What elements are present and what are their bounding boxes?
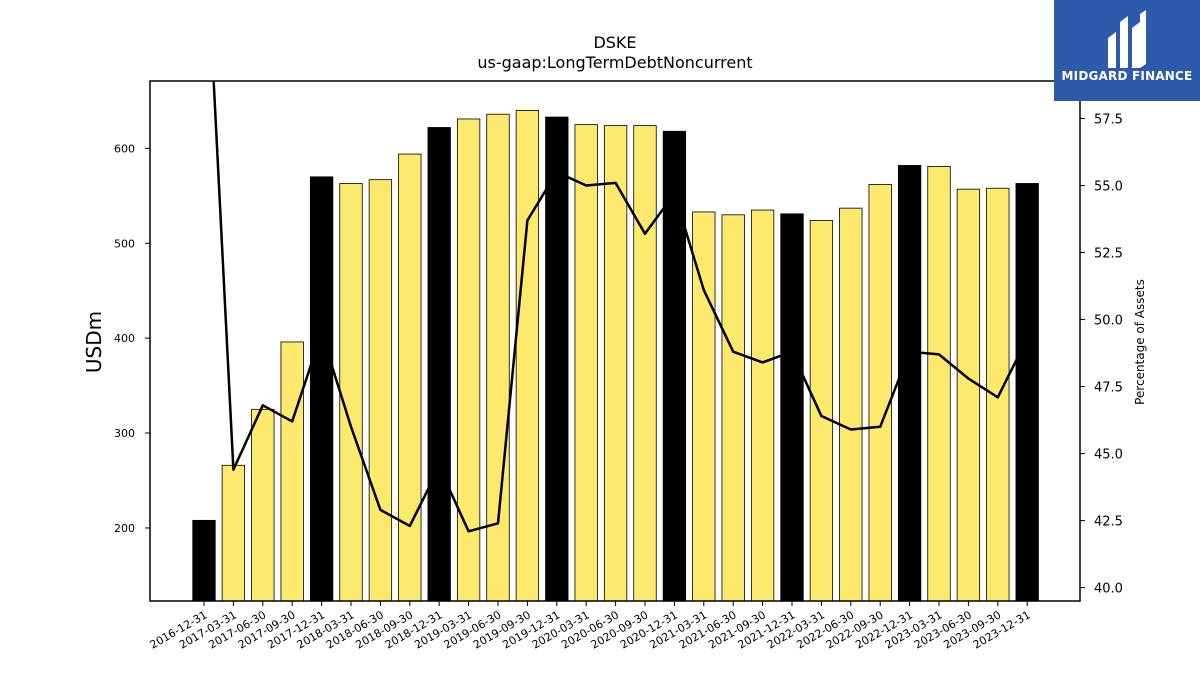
- bar: [927, 165, 951, 602]
- bar: [839, 207, 863, 602]
- bar: [309, 176, 334, 602]
- plot-frame: [149, 80, 1081, 602]
- bar: [545, 116, 569, 602]
- bar: [897, 165, 922, 602]
- y2-tick-label: 42.5: [1094, 515, 1123, 530]
- series-line: [212, 81, 1029, 533]
- logo-text: MIDGARD FINANCE: [1061, 69, 1193, 83]
- bar: [280, 341, 304, 602]
- line-series: [212, 81, 1029, 533]
- bar: [486, 113, 510, 602]
- y-tick-label: 300: [114, 427, 135, 440]
- bar: [221, 464, 246, 602]
- y-tick-label: 600: [114, 142, 135, 155]
- y2-tick-label: 45.0: [1094, 448, 1123, 463]
- y2-tick-label: 47.5: [1094, 381, 1123, 396]
- y-tick-label: 400: [114, 332, 135, 345]
- bar: [339, 183, 363, 602]
- chart-title: DSKE: [593, 33, 636, 52]
- brand-logo: MIDGARD FINANCE: [1054, 0, 1200, 101]
- bar: [192, 519, 216, 602]
- bar: [398, 153, 422, 602]
- bar: [721, 214, 745, 602]
- bar: [780, 213, 804, 602]
- y2-tick-label: 57.5: [1094, 113, 1123, 128]
- bar: [368, 179, 393, 602]
- bar: [809, 220, 834, 602]
- y2-axis-label: Percentage of Assets: [1133, 279, 1147, 405]
- bar: [427, 127, 451, 602]
- y-tick-label: 500: [114, 237, 135, 250]
- y2-tick-label: 52.5: [1094, 247, 1123, 262]
- y-axis-label: USDm: [82, 311, 106, 373]
- bar: [515, 110, 540, 602]
- bar: [251, 408, 275, 602]
- y2-tick-label: 40.0: [1094, 582, 1123, 597]
- bar: [692, 211, 716, 602]
- y2-tick-label: 50.0: [1094, 314, 1123, 329]
- logo-mark-icon: [1108, 10, 1146, 68]
- bar: [868, 184, 892, 602]
- bar: [750, 209, 775, 602]
- bar: [956, 188, 981, 602]
- bar: [1015, 183, 1039, 602]
- bar: [574, 124, 598, 602]
- bar-series: [192, 110, 1039, 602]
- bar: [662, 130, 687, 602]
- y2-tick-label: 55.0: [1094, 180, 1123, 195]
- y-tick-label: 200: [114, 522, 135, 535]
- chart-subtitle: us-gaap:LongTermDebtNoncurrent: [477, 53, 752, 72]
- bar: [633, 125, 657, 602]
